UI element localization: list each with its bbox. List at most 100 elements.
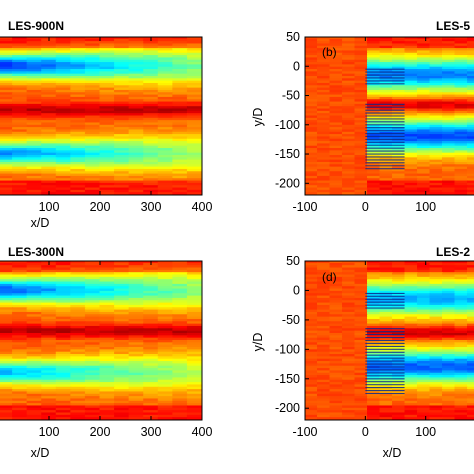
heat-cell <box>26 342 43 346</box>
heat-cell <box>55 304 72 309</box>
heat-cell <box>354 414 368 419</box>
heat-cell <box>367 157 381 161</box>
heat-cell <box>70 80 86 84</box>
heat-cell <box>26 138 43 143</box>
heat-cell <box>379 321 393 325</box>
heat-cell <box>114 372 130 377</box>
heat-cell <box>26 290 43 295</box>
heat-cell <box>55 363 72 367</box>
heat-cell <box>26 145 43 150</box>
heat-cell <box>442 138 456 143</box>
heat-cell <box>143 321 159 325</box>
heat-cell <box>55 267 72 271</box>
heat-cell <box>12 407 28 412</box>
heat-cell <box>305 185 318 189</box>
heat-cell <box>114 393 130 398</box>
heat-cell <box>172 94 188 98</box>
heat-cell <box>417 302 431 306</box>
heat-cell <box>172 103 188 108</box>
heat-cell <box>186 405 202 409</box>
heat-cell <box>305 372 318 377</box>
heat-cell <box>379 94 393 98</box>
heat-cell <box>442 52 456 57</box>
heat-cell <box>84 110 101 115</box>
heat-cell <box>70 323 86 327</box>
heat-cell <box>467 50 474 54</box>
heat-cell <box>392 372 406 377</box>
heat-cell <box>99 164 116 168</box>
heat-cell <box>392 286 406 290</box>
heat-cell <box>442 159 456 163</box>
heat-cell <box>367 48 381 52</box>
heat-cell <box>429 80 443 84</box>
heat-cell <box>429 267 443 271</box>
heat-cell <box>172 157 188 161</box>
heat-cell <box>172 340 188 344</box>
heat-cell <box>392 314 406 318</box>
heat-cell <box>429 354 443 358</box>
heat-cell <box>417 286 431 290</box>
heat-cell <box>379 351 393 356</box>
heat-cell <box>99 76 116 80</box>
heat-cell <box>26 76 43 80</box>
heat-cell <box>186 164 202 168</box>
heat-cell <box>12 180 28 184</box>
heat-cell <box>26 66 43 71</box>
heat-cell <box>317 386 331 391</box>
heat-cell <box>26 192 43 195</box>
heat-cell <box>417 269 431 274</box>
heat-cell <box>417 108 431 112</box>
heat-cell <box>442 330 456 334</box>
heat-cell <box>70 377 86 381</box>
heat-cell <box>41 69 57 73</box>
heat-cell <box>467 136 474 140</box>
heat-cell <box>467 356 474 360</box>
heat-cell <box>70 103 86 108</box>
heat-cell <box>157 76 174 80</box>
heat-cell <box>84 274 101 278</box>
heat-cell <box>354 354 368 358</box>
heat-cell <box>404 80 418 84</box>
heat-cell <box>99 288 116 292</box>
heat-cell <box>417 379 431 384</box>
heat-cell <box>84 182 101 187</box>
heat-cell <box>26 92 43 96</box>
heat-cell <box>429 134 443 138</box>
heat-cell <box>429 311 443 316</box>
heat-cell <box>467 76 474 80</box>
heat-cell <box>442 368 456 372</box>
heat-cell <box>379 182 393 187</box>
heat-cell <box>99 103 116 108</box>
heat-cell <box>404 89 418 94</box>
heat-cell <box>128 76 145 80</box>
heat-cell <box>329 166 343 170</box>
heat-cell <box>128 159 145 163</box>
heat-cell <box>114 101 130 105</box>
heat-cell <box>317 92 331 96</box>
heat-cell <box>26 323 43 327</box>
heat-cell <box>114 412 130 416</box>
heat-cell <box>114 332 130 337</box>
heat-cell <box>404 311 418 316</box>
heat-cell <box>70 321 86 325</box>
heat-cell <box>404 87 418 91</box>
heat-cell <box>329 134 343 138</box>
heat-cell <box>442 302 456 306</box>
heat-cell <box>404 330 418 334</box>
heat-cell <box>379 393 393 398</box>
heat-cell <box>429 293 443 297</box>
heat-cell <box>0 192 14 195</box>
heat-cell <box>342 129 356 133</box>
heat-cell <box>329 328 343 332</box>
heat-cell <box>417 321 431 325</box>
heat-cell <box>12 66 28 71</box>
heat-cell <box>41 41 57 45</box>
heat-cell <box>454 276 468 281</box>
heat-cell <box>157 59 174 64</box>
heat-cell <box>41 393 57 398</box>
heat-cell <box>454 76 468 80</box>
heat-cell <box>429 290 443 295</box>
heat-cell <box>84 134 101 138</box>
heat-cell <box>172 265 188 269</box>
heat-cell <box>354 78 368 82</box>
